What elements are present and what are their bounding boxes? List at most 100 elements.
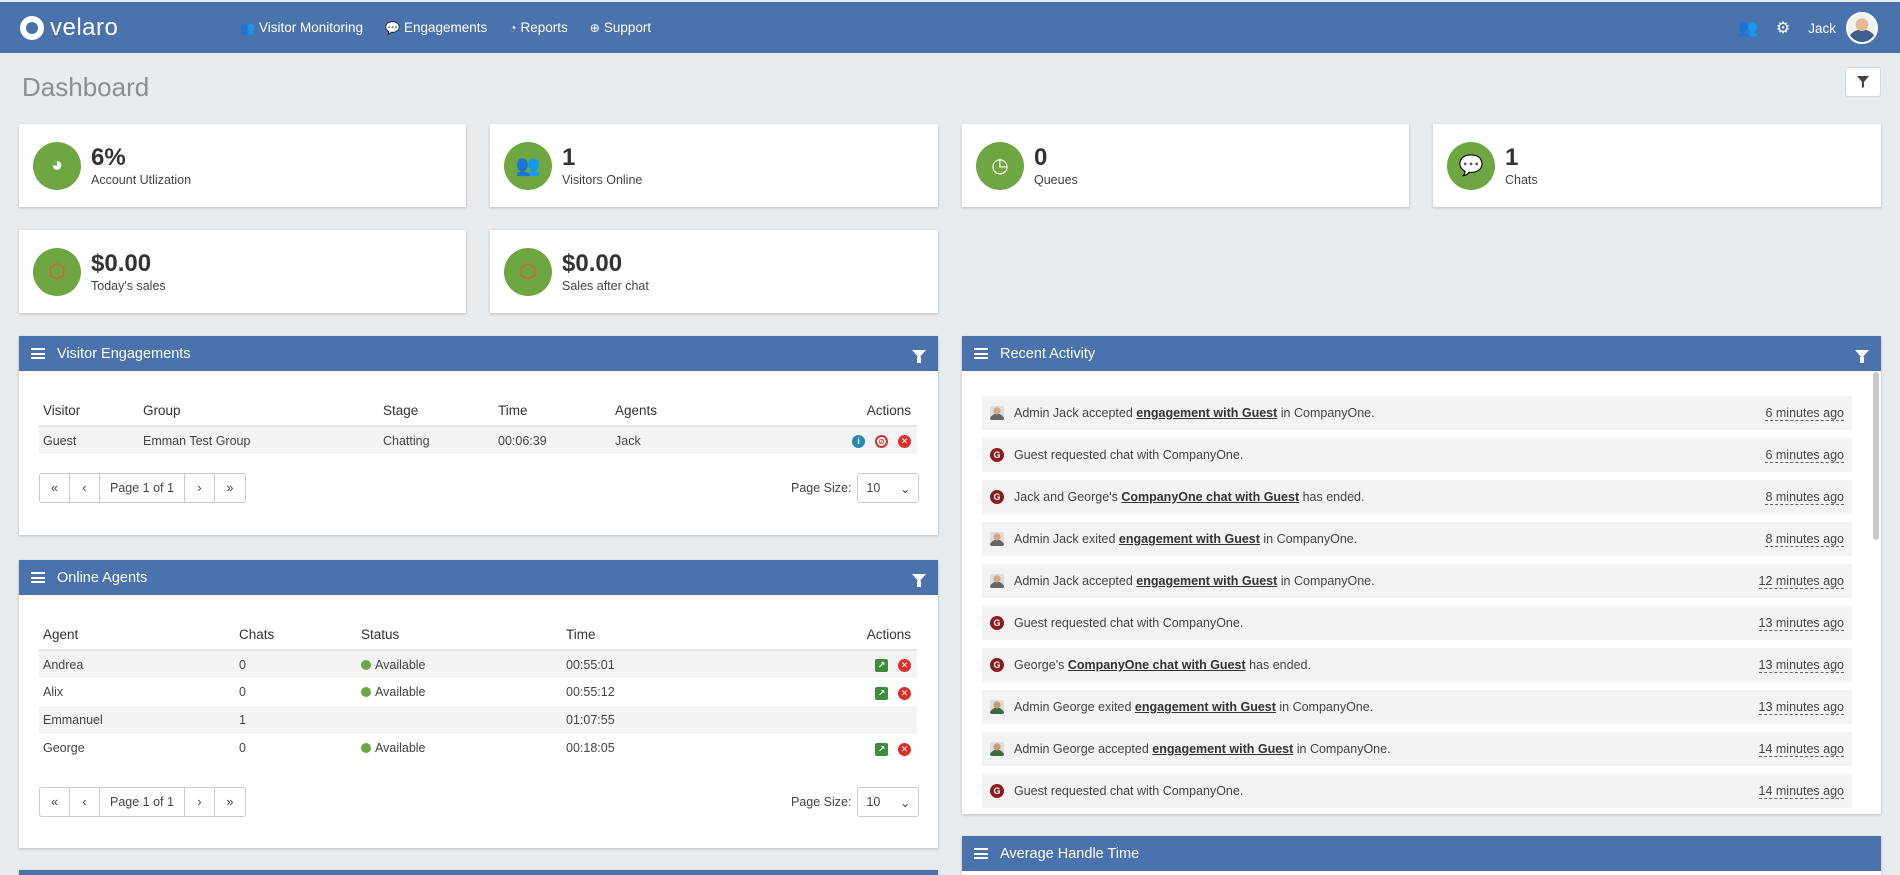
filter-icon bbox=[1857, 76, 1869, 88]
cell-actions: ↗ ✕ bbox=[762, 650, 917, 678]
stat-label: Today's sales bbox=[91, 278, 166, 293]
menu-icon[interactable] bbox=[974, 348, 988, 359]
activity-item: Admin Jack exited engagement with Guest … bbox=[982, 522, 1852, 556]
activity-item: Admin Jack accepted engagement with Gues… bbox=[982, 564, 1852, 598]
panel-header: Average Handle Time bbox=[962, 836, 1881, 871]
pager-last[interactable]: » bbox=[226, 481, 234, 495]
pager-next[interactable]: › bbox=[185, 474, 215, 502]
globe-icon: ⊕ bbox=[589, 20, 600, 35]
pager-last[interactable]: » bbox=[226, 795, 234, 809]
table-row[interactable]: Andrea 0 Available 00:55:01 ↗ ✕ bbox=[39, 650, 917, 678]
stat-value: 1 bbox=[1505, 143, 1519, 171]
activity-timestamp: 8 minutes ago bbox=[1765, 531, 1844, 547]
nav-label: Support bbox=[603, 20, 652, 35]
filter-icon[interactable] bbox=[912, 573, 926, 587]
stat-queues: ◷ 0 Queues bbox=[962, 124, 1409, 207]
nav-visitor-monitoring[interactable]: 👥 Visitor Monitoring bbox=[240, 20, 363, 35]
agent-avatar bbox=[990, 574, 1004, 588]
table-row[interactable]: Guest Emman Test Group Chatting 00:06:39… bbox=[39, 426, 917, 454]
col-stage[interactable]: Stage bbox=[379, 396, 494, 427]
activity-message: Admin George accepted engagement with Gu… bbox=[1014, 742, 1391, 756]
table-row[interactable]: Alix 0 Available 00:55:12 ↗ ✕ bbox=[39, 678, 917, 706]
activity-text: Admin George exited bbox=[1014, 700, 1135, 714]
engagements-table: Visitor Group Stage Time Agents Actions … bbox=[39, 396, 917, 454]
info-icon[interactable]: i bbox=[852, 434, 865, 448]
team-icon[interactable]: 👥 bbox=[1737, 20, 1758, 37]
activity-message: Guest requested chat with CompanyOne. bbox=[1014, 448, 1243, 462]
col-agent[interactable]: Agent bbox=[39, 620, 235, 651]
col-visitor[interactable]: Visitor bbox=[39, 396, 139, 427]
brand-logo[interactable]: velaro bbox=[20, 14, 118, 42]
activity-message: George's CompanyOne chat with Guest has … bbox=[1014, 658, 1311, 672]
col-time[interactable]: Time bbox=[494, 396, 611, 427]
activity-text: Guest requested chat with CompanyOne. bbox=[1014, 448, 1244, 462]
activity-link[interactable]: engagement with Guest bbox=[1118, 532, 1260, 546]
pager-prev[interactable]: ‹ bbox=[70, 474, 100, 502]
activity-text: in CompanyOne. bbox=[1259, 532, 1358, 546]
pager-first[interactable]: « bbox=[40, 788, 70, 816]
stat-todays-sales: ⬡ $0.00 Today's sales bbox=[19, 230, 466, 313]
table-row[interactable]: Emmanuel 1 01:07:55 bbox=[39, 706, 917, 734]
dashboard-filter-button[interactable] bbox=[1845, 67, 1881, 97]
activity-item: G Guest requested chat with CompanyOne. 6 … bbox=[982, 438, 1852, 472]
cell-group: Emman Test Group bbox=[139, 426, 379, 454]
close-icon[interactable]: ✕ bbox=[898, 686, 911, 700]
col-group[interactable]: Group bbox=[139, 396, 379, 427]
next-panel-edge bbox=[19, 870, 938, 875]
user-menu[interactable]: Jack bbox=[1808, 12, 1878, 44]
guest-avatar-icon: G bbox=[990, 490, 1004, 504]
pie-chart-icon: ◔ bbox=[509, 20, 517, 35]
activity-text: Jack and George's bbox=[1014, 490, 1122, 504]
table-row[interactable]: George 0 Available 00:18:05 ↗ ✕ bbox=[39, 734, 917, 762]
activity-link[interactable]: engagement with Guest bbox=[1134, 700, 1276, 714]
nav-reports[interactable]: ◔ Reports bbox=[509, 20, 568, 35]
pager-first[interactable]: « bbox=[40, 474, 70, 502]
cell-visitor: Guest bbox=[39, 426, 139, 454]
pager-next[interactable]: › bbox=[185, 788, 215, 816]
activity-scrollbar[interactable] bbox=[1873, 372, 1879, 540]
activity-message: Admin Jack exited engagement with Guest … bbox=[1014, 532, 1357, 546]
activity-link[interactable]: CompanyOne chat with Guest bbox=[1067, 658, 1246, 672]
col-chats[interactable]: Chats bbox=[235, 620, 357, 651]
col-time[interactable]: Time bbox=[562, 620, 762, 651]
gear-icon[interactable]: ⚙ bbox=[1775, 20, 1791, 37]
menu-icon[interactable] bbox=[31, 572, 45, 583]
pager-prev[interactable]: ‹ bbox=[70, 788, 100, 816]
transfer-icon[interactable]: ↗ bbox=[875, 686, 888, 700]
menu-icon[interactable] bbox=[974, 848, 988, 859]
pager-page: Page 1 of 1 bbox=[100, 788, 185, 816]
chat-bubble-icon: 💬 bbox=[385, 20, 400, 35]
activity-link[interactable]: engagement with Guest bbox=[1152, 742, 1294, 756]
filter-icon[interactable] bbox=[1855, 349, 1869, 363]
activity-item: G Guest requested chat with CompanyOne. 13… bbox=[982, 606, 1852, 640]
close-icon[interactable]: ✕ bbox=[898, 659, 911, 672]
activity-link[interactable]: engagement with Guest bbox=[1136, 406, 1278, 420]
page-size: Page Size: 10 ⌄ bbox=[791, 787, 920, 817]
online-agents-panel: Online Agents Agent Chats Status Time Ac… bbox=[19, 560, 938, 848]
chat-bubble-icon: 💬 bbox=[1447, 141, 1495, 190]
ban-icon[interactable]: ⊘ bbox=[875, 434, 888, 448]
close-icon[interactable]: ✕ bbox=[898, 742, 911, 756]
col-status[interactable]: Status bbox=[357, 620, 562, 651]
top-navbar: velaro 👥 Visitor Monitoring 💬 Engagement… bbox=[0, 2, 1900, 53]
page-size-select[interactable]: 10 ⌄ bbox=[857, 473, 920, 503]
cell-agent: Andrea bbox=[39, 650, 235, 678]
chevron-down-icon: ⌄ bbox=[899, 481, 911, 496]
page-size-label: Page Size: bbox=[791, 795, 852, 809]
filter-icon[interactable] bbox=[912, 349, 926, 363]
activity-link[interactable]: engagement with Guest bbox=[1136, 574, 1278, 588]
nav-support[interactable]: ⊕ Support bbox=[590, 20, 651, 35]
transfer-icon[interactable]: ↗ bbox=[875, 659, 888, 672]
nav-label: Reports bbox=[520, 20, 568, 35]
col-agents[interactable]: Agents bbox=[611, 396, 781, 427]
transfer-icon[interactable]: ↗ bbox=[875, 742, 888, 756]
panel-title: Online Agents bbox=[57, 569, 148, 586]
page-size-select[interactable]: 10 ⌄ bbox=[857, 787, 920, 817]
activity-item: G Jack and George's CompanyOne chat with … bbox=[982, 480, 1852, 514]
nav-engagements[interactable]: 💬 Engagements bbox=[385, 20, 487, 35]
activity-link[interactable]: CompanyOne chat with Guest bbox=[1121, 490, 1300, 504]
close-icon[interactable]: ✕ bbox=[898, 434, 911, 448]
menu-icon[interactable] bbox=[31, 348, 45, 359]
status-text: Available bbox=[375, 741, 426, 755]
panel-title: Average Handle Time bbox=[1000, 845, 1140, 862]
